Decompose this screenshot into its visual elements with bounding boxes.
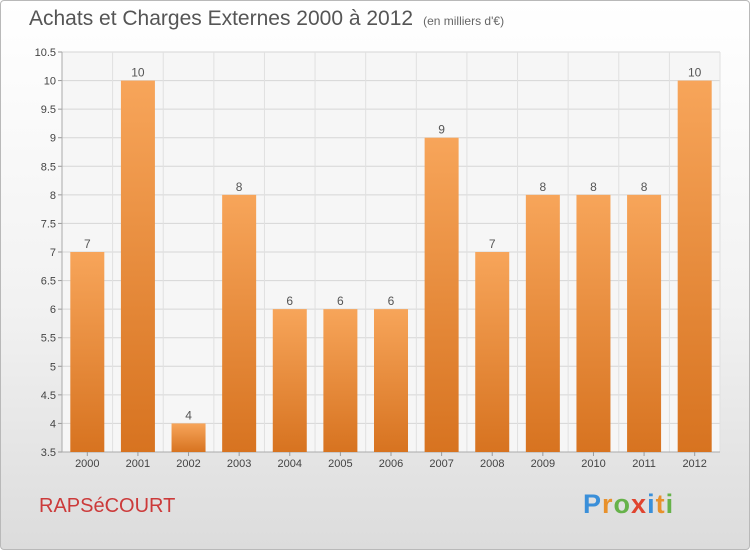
x-tick-label: 2006 [379,458,403,470]
y-tick-label: 5 [50,361,56,373]
chart-title-text: Achats et Charges Externes 2000 à 2012 [29,7,414,30]
bar [272,309,307,452]
bar-value-label: 6 [286,294,293,308]
x-tick-label: 2009 [531,458,555,470]
bar [525,194,560,452]
y-tick-label: 8 [50,190,56,202]
logo-letter: i [665,489,675,519]
y-tick-label: 5.5 [41,333,56,345]
logo-letter: x [631,489,648,519]
bar [120,80,155,453]
y-tick-label: 4 [50,418,56,430]
y-tick-label: 3.5 [41,447,56,459]
y-tick-label: 7 [50,247,56,259]
y-tick-label: 10.5 [35,47,56,59]
x-tick-label: 2011 [632,458,656,470]
logo-letter: r [602,489,614,519]
y-tick-label: 4.5 [41,390,56,402]
commune-name: RAPSéCOURT [39,495,176,517]
bar-value-label: 8 [236,180,243,194]
x-tick-label: 2000 [75,458,99,470]
bar [627,194,662,452]
bar-value-label: 8 [590,180,597,194]
unit-label: (en milliers d'€) [423,14,505,28]
bar [171,423,206,452]
x-tick-label: 2004 [278,458,302,470]
x-tick-label: 2008 [480,458,504,470]
x-tick-label: 2001 [126,458,150,470]
bar-value-label: 6 [337,294,344,308]
x-tick-label: 2012 [682,458,706,470]
bar-value-label: 8 [641,180,648,194]
bars [70,80,712,453]
x-tick-label: 2007 [429,458,453,470]
bar [576,194,611,452]
bar [424,137,459,452]
chart-title: Achats et Charges Externes 2000 à 2012 (e… [29,7,504,31]
x-tick-label: 2003 [227,458,251,470]
bar-value-label: 10 [131,66,145,80]
y-tick-label: 10 [44,76,56,88]
bar-value-label: 7 [84,237,91,251]
logo-letter: o [613,489,632,519]
y-tick-label: 9.5 [41,104,56,116]
bar-value-label: 6 [388,294,395,308]
bar-value-label: 4 [185,408,192,422]
y-tick-label: 9 [50,133,56,145]
bar-value-label: 7 [489,237,496,251]
bar [70,252,105,452]
logo-letter: P [583,489,603,519]
proxiti-logo: Proxiti [583,489,674,520]
y-tick-label: 6.5 [41,276,56,288]
y-tick-label: 8.5 [41,161,56,173]
x-tick-label: 2005 [328,458,352,470]
bar [374,309,408,452]
logo-letter: t [655,489,666,519]
bar [677,80,712,453]
bar-value-label: 8 [540,180,547,194]
bar [475,252,510,452]
bar-value-label: 9 [438,123,445,137]
logo-letter: i [647,489,656,519]
x-tick-label: 2002 [176,458,200,470]
labels: 3.5 4 4.5 5 5.5 6 6.5 7 7.5 8 8.5 9 9.5 10 10.5 7 2000 10… [35,47,707,470]
x-tick-label: 2010 [581,458,605,470]
bar [222,194,257,452]
bar-value-label: 10 [688,66,702,80]
bar [323,309,358,452]
y-tick-label: 7.5 [41,218,56,230]
y-tick-label: 6 [50,304,56,316]
